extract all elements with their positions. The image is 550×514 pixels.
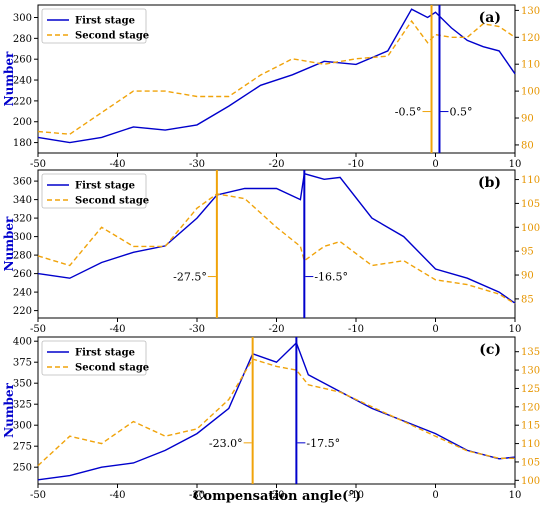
legend-label: Second stage xyxy=(75,196,149,207)
marker-label: -27.5° xyxy=(173,271,207,284)
y2-tick-label: 100 xyxy=(521,476,540,487)
y-tick-label: 180 xyxy=(13,138,32,149)
y-tick-label: 200 xyxy=(13,117,32,128)
y-tick-label: 320 xyxy=(13,214,32,225)
panel-1: -50 -40 -30 -20 -10 0 10 180 200 220 240 260 280 300 8… xyxy=(2,4,540,170)
y2-tick-label: 80 xyxy=(521,140,534,151)
x-tick-label: -20 xyxy=(268,324,284,335)
x-tick-label: -50 xyxy=(30,490,46,501)
y-tick-label: 375 xyxy=(13,358,32,369)
marker-label: -0.5° xyxy=(395,106,422,119)
y2-tick-label: 90 xyxy=(521,271,534,282)
y-tick-label: 325 xyxy=(13,400,32,411)
y2-tick-label: 130 xyxy=(521,366,540,377)
y2-tick-label: 115 xyxy=(521,421,540,432)
x-tick-label: -20 xyxy=(268,490,284,501)
y2-tick-label: 135 xyxy=(521,347,540,358)
legend-label: Second stage xyxy=(75,31,149,42)
y-tick-label: 280 xyxy=(13,34,32,45)
x-tick-label: -30 xyxy=(189,324,205,335)
x-tick-label: 10 xyxy=(509,490,522,501)
legend-label: First stage xyxy=(75,181,135,192)
y-tick-label: 275 xyxy=(13,442,32,453)
panel-label: (a) xyxy=(479,10,501,26)
x-tick-label: 10 xyxy=(509,324,522,335)
y2-tick-label: 110 xyxy=(521,439,540,450)
y-axis-label: Number xyxy=(2,51,16,106)
y-tick-label: 240 xyxy=(13,288,32,299)
panel-2: -50 -40 -30 -20 -10 0 10 220 240 260 280 300 320 340 3… xyxy=(2,169,540,335)
x-tick-label: -30 xyxy=(189,159,205,170)
y2-tick-label: 130 xyxy=(521,6,540,17)
x-tick-label: -20 xyxy=(268,159,284,170)
x-tick-label: -40 xyxy=(109,490,125,501)
y-tick-label: 240 xyxy=(13,76,32,87)
y-tick-label: 300 xyxy=(13,232,32,243)
x-tick-label: -10 xyxy=(348,490,364,501)
y-tick-label: 220 xyxy=(13,96,32,107)
y-tick-label: 350 xyxy=(13,379,32,390)
y-axis-label: Number xyxy=(2,382,16,437)
series-line-first-stage xyxy=(37,341,516,481)
x-axis-label: Compensation angle(°) xyxy=(193,489,361,504)
y-tick-label: 260 xyxy=(13,55,32,66)
x-tick-label: -10 xyxy=(348,324,364,335)
x-tick-label: 0 xyxy=(432,159,438,170)
y2-tick-label: 100 xyxy=(521,223,540,234)
y2-tick-label: 120 xyxy=(521,33,540,44)
series-line-first-stage xyxy=(37,8,516,144)
y2-tick-label: 125 xyxy=(521,384,540,395)
y-tick-label: 250 xyxy=(13,463,32,474)
y2-tick-label: 90 xyxy=(521,114,534,125)
y-tick-label: 300 xyxy=(13,421,32,432)
series-line-first-stage xyxy=(37,172,516,304)
y-tick-label: 220 xyxy=(13,306,32,317)
marker-label: -23.0° xyxy=(209,437,243,450)
x-tick-label: -40 xyxy=(109,324,125,335)
panel-3: -50 -40 -30 -20 -10 0 10 250 275 300 325 350 375 400 1… xyxy=(2,336,540,501)
marker-label: -17.5° xyxy=(306,437,340,450)
series-line-second-stage xyxy=(37,358,515,467)
x-tick-label: -40 xyxy=(109,159,125,170)
y-axis-label: Number xyxy=(2,216,16,271)
y2-tick-label: 110 xyxy=(521,60,540,71)
series-line-second-stage xyxy=(37,19,516,135)
y2-tick-label: 100 xyxy=(521,87,540,98)
legend-label: First stage xyxy=(75,16,135,27)
marker-label: 0.5° xyxy=(449,106,472,119)
legend-label: First stage xyxy=(75,348,135,359)
y-tick-label: 300 xyxy=(13,13,32,24)
x-tick-label: 0 xyxy=(432,490,438,501)
x-tick-label: -10 xyxy=(348,159,364,170)
x-tick-label: 10 xyxy=(509,159,522,170)
y2-tick-label: 95 xyxy=(521,247,534,258)
x-tick-label: -30 xyxy=(189,490,205,501)
panel-label: (c) xyxy=(479,342,501,358)
x-tick-label: 0 xyxy=(432,324,438,335)
y2-tick-label: 120 xyxy=(521,402,540,413)
y-tick-label: 340 xyxy=(13,195,32,206)
y-tick-label: 360 xyxy=(13,177,32,188)
legend-label: Second stage xyxy=(75,363,149,374)
y-tick-label: 280 xyxy=(13,251,32,262)
y2-tick-label: 110 xyxy=(521,175,540,186)
y2-tick-label: 85 xyxy=(521,294,534,305)
marker-label: -16.5° xyxy=(314,271,348,284)
y2-tick-label: 105 xyxy=(521,457,540,468)
x-tick-label: -50 xyxy=(30,324,46,335)
y-tick-label: 260 xyxy=(13,269,32,280)
y-tick-label: 400 xyxy=(13,337,32,348)
y2-tick-label: 105 xyxy=(521,199,540,210)
series-line-second-stage xyxy=(37,193,516,305)
panel-label: (b) xyxy=(478,175,501,191)
x-tick-label: -50 xyxy=(30,159,46,170)
